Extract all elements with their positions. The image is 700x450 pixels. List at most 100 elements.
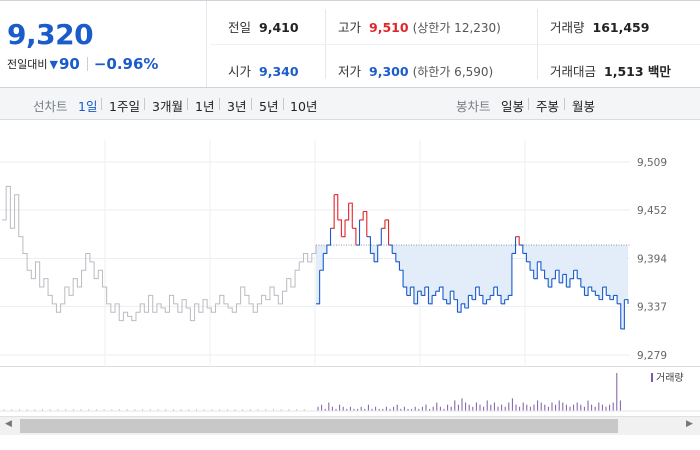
price-chart: 9,509 9,452 9,394 9,337 9,279	[0, 140, 667, 365]
price-line-segment	[566, 278, 571, 288]
price-line-segment	[606, 294, 611, 300]
price-line-segment	[392, 252, 397, 262]
tab-1week[interactable]: 1주일	[109, 99, 140, 114]
tab-10years[interactable]: 10년	[290, 99, 318, 114]
price-change: 전일대비 ▼ 90 −0.96%	[7, 55, 158, 73]
candle-chart-label: 봉차트	[456, 99, 491, 114]
down-triangle-icon: ▼	[49, 57, 58, 71]
price-line-segment	[537, 261, 542, 271]
chart-scrollbar[interactable]: ◀ ▶	[0, 416, 700, 435]
price-line-segment	[461, 303, 466, 309]
tab-5years[interactable]: 5년	[259, 99, 279, 114]
price-line-segment	[540, 269, 546, 279]
price-line-segment	[413, 291, 419, 305]
price-line-segment	[337, 219, 342, 237]
line-chart-label: 선차트	[33, 99, 68, 114]
volume-label: 거래량	[550, 20, 585, 35]
divider	[564, 98, 565, 110]
open-price: 시가 9,340	[228, 61, 299, 80]
below-prev-close-area	[316, 245, 628, 329]
price-line-segment	[530, 269, 535, 279]
low-value: 9,300	[369, 64, 409, 79]
price-line-segment	[526, 261, 531, 271]
price-line-segment	[319, 253, 324, 271]
low-label: 저가	[338, 64, 362, 79]
price-line-segment	[464, 295, 469, 309]
price-line-segment	[359, 211, 364, 221]
tab-1year[interactable]: 1년	[195, 99, 215, 114]
price-line-segment	[533, 261, 538, 280]
price-line-segment	[609, 295, 615, 301]
tab-daily-candle[interactable]: 일봉	[501, 99, 525, 114]
open-label: 시가	[228, 64, 252, 79]
scroll-right-icon[interactable]: ▶	[686, 419, 693, 429]
price-line-segment	[472, 287, 477, 301]
tab-1day[interactable]: 1일	[78, 99, 98, 114]
price-line-segment	[388, 244, 393, 254]
price-line-segment	[421, 287, 426, 296]
upper-limit: (상한가 12,230)	[412, 21, 501, 35]
price-line-segment	[508, 253, 513, 296]
prev-close: 전일 9,410	[228, 17, 299, 36]
tab-3months[interactable]: 3개월	[152, 99, 183, 114]
prev-close-value: 9,410	[259, 20, 299, 35]
y-tick-label: 9,452	[637, 205, 667, 217]
price-line-segment	[355, 219, 361, 246]
price-line-segment	[497, 294, 502, 304]
prev-close-label: 전일	[228, 20, 252, 35]
price-line-segment	[370, 252, 375, 262]
price-line-segment	[334, 194, 339, 220]
price-line-segment	[450, 290, 455, 300]
lower-limit: (하한가 6,590)	[412, 65, 494, 79]
price-line-segment	[569, 270, 575, 280]
price-line-segment	[384, 219, 390, 246]
tab-weekly-candle[interactable]: 주봉	[536, 99, 560, 114]
price-line-segment	[577, 278, 582, 288]
scrollbar-thumb[interactable]	[20, 419, 618, 433]
divider	[210, 44, 700, 45]
price-line-segment	[395, 261, 400, 271]
divider	[283, 98, 284, 110]
price-line-segment	[446, 291, 451, 305]
volume-value: 161,459	[592, 20, 650, 35]
divider	[144, 98, 145, 110]
high-value: 9,510	[369, 20, 409, 35]
price-line-segment	[410, 286, 415, 304]
price-line-segment	[620, 299, 625, 330]
price-line-segment	[588, 286, 593, 292]
tab-3years[interactable]: 3년	[227, 99, 247, 114]
scroll-left-icon[interactable]: ◀	[5, 419, 12, 429]
price-line-segment	[602, 286, 607, 296]
low-price: 저가 9,300 (하한가 6,590)	[338, 61, 493, 80]
price-line-segment	[428, 295, 433, 305]
turnover-value: 1,513 백만	[604, 64, 671, 79]
price-line-segment	[559, 274, 564, 284]
price-line-segment	[374, 245, 379, 263]
period-tabs: 선차트 1일 1주일 3개월 1년 3년 5년 10년 봉차트 일봉 주봉 월봉	[0, 88, 700, 120]
turnover: 거래대금 1,513 백만	[550, 61, 671, 80]
price-line-segment	[595, 294, 600, 300]
tab-monthly-candle[interactable]: 월봉	[572, 99, 596, 114]
price-line-segment	[352, 227, 357, 246]
high-label: 고가	[338, 20, 362, 35]
price-line-segment	[316, 270, 321, 305]
price-line-segment	[453, 299, 459, 313]
divider	[528, 98, 529, 110]
price-line-segment	[399, 269, 404, 288]
price-line-segment	[617, 303, 622, 329]
price-line-segment	[548, 278, 553, 288]
price-line-segment	[591, 290, 596, 296]
price-line-segment	[439, 286, 444, 300]
open-value: 9,340	[259, 64, 299, 79]
price-line-segment	[457, 303, 462, 313]
price-line-segment	[479, 294, 484, 304]
quote-header: 9,320 전일대비 ▼ 90 −0.96% 전일 9,410 시가 9,340…	[0, 0, 700, 88]
price-line-segment	[432, 291, 437, 296]
divider	[251, 98, 252, 110]
price-line-segment	[598, 287, 604, 301]
price-line-segment	[519, 244, 524, 254]
price-summary: 9,320 전일대비 ▼ 90 −0.96%	[0, 1, 207, 87]
price-line-segment	[573, 269, 578, 279]
price-line-segment	[345, 203, 350, 221]
price-line-segment	[493, 286, 498, 296]
